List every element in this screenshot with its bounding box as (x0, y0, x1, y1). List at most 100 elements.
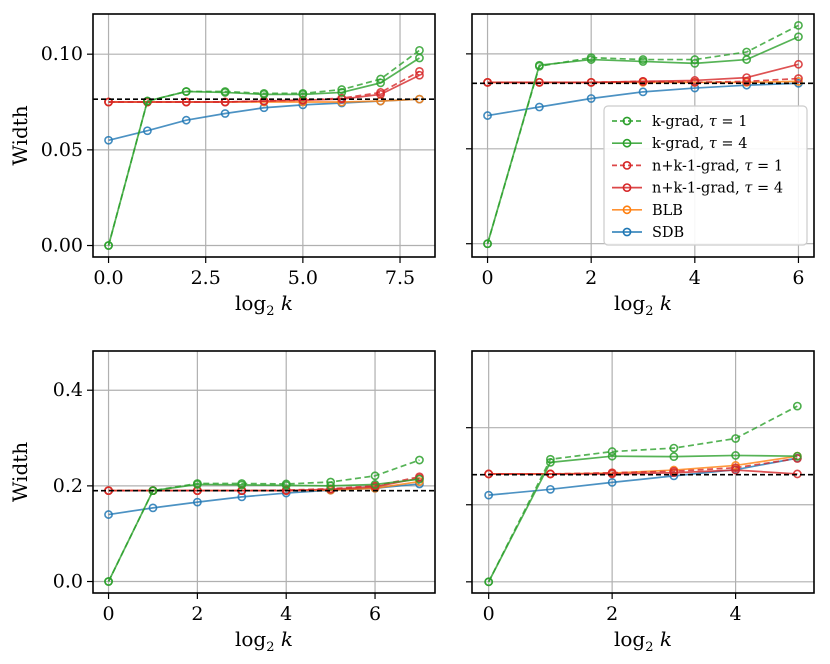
data-point-nk1grad-tau1 (534, 77, 544, 87)
legend-marker-blb (622, 205, 632, 215)
series-kgrad-tau1 (484, 401, 802, 587)
chart-panel-bottom-right: 0 2 4 log2 k (466, 350, 815, 655)
x-tick-label: 0 (483, 603, 495, 625)
data-point-sdb (483, 111, 492, 120)
legend-marker-nk1grad-tau4 (622, 183, 632, 192)
legend-entry-kgrad-tau4: k-grad, τ = 4 (612, 136, 747, 152)
data-point-nk1grad-tau1 (337, 93, 347, 103)
data-point-kgrad-tau1 (484, 577, 494, 587)
data-point-nk1grad-tau1 (181, 97, 191, 107)
plot-frame (92, 350, 436, 594)
legend-entry-kgrad-tau1: k-grad, τ = 1 (612, 114, 747, 130)
data-point-sdb (104, 135, 113, 145)
series-nk1grad-tau1 (483, 74, 803, 87)
plot-frame (471, 350, 815, 594)
data-point-nk1grad-tau1 (376, 88, 385, 97)
legend-marker-kgrad-tau4 (622, 138, 632, 148)
y-tick-label: 0.05 (41, 139, 83, 161)
data-point-kgrad-tau1 (237, 479, 247, 488)
data-point-sdb (104, 510, 113, 519)
data-point-kgrad-tau1 (638, 55, 648, 64)
y-tick-label: 0.4 (53, 379, 83, 401)
y-tick-label: 0.00 (41, 235, 83, 257)
x-tick-label: 6 (369, 603, 381, 625)
chart-panel-top-left: 0.0 2.5 5.0 7.5 0.00 0.05 0.10 log2 k Width (8, 13, 436, 319)
x-tick-label: 2.5 (191, 267, 221, 289)
legend-label-nk1grad-tau1: n+k-1-grad, τ = 1 (652, 158, 783, 174)
data-point-sdb (586, 94, 596, 103)
data-point-kgrad-tau1 (298, 89, 308, 98)
series-line-kgrad-tau1 (107, 49, 420, 246)
data-point-nk1grad-tau4 (794, 59, 803, 69)
data-point-kgrad-tau1 (690, 55, 700, 64)
data-point-kgrad-tau1 (792, 401, 802, 411)
legend-entry-nk1grad-tau1: n+k-1-grad, τ = 1 (612, 158, 783, 174)
legend-marker-nk1grad-tau1 (622, 160, 632, 170)
x-tick-label: 5.0 (288, 267, 318, 289)
legend-label-nk1grad-tau4: n+k-1-grad, τ = 4 (652, 181, 783, 197)
data-point-kgrad-tau1 (104, 241, 113, 250)
plot-area (93, 45, 435, 250)
series-line-kgrad-tau1 (486, 24, 799, 244)
data-point-kgrad-tau4 (792, 451, 802, 461)
data-point-sdb (148, 503, 158, 513)
data-point-sdb (484, 490, 494, 500)
series-sdb (484, 453, 802, 500)
x-axis-label: log2 k (235, 291, 293, 319)
data-point-kgrad-tau1 (415, 455, 424, 465)
data-point-kgrad-tau1 (181, 87, 191, 96)
chart-panel-top-right: 0 2 4 6 log2 k (466, 13, 815, 319)
y-tick-label: 0.2 (53, 475, 83, 497)
plot-frame (92, 13, 436, 258)
series-line-nk1grad-tau1 (487, 77, 799, 84)
data-point-kgrad-tau1 (607, 447, 617, 456)
series-line-kgrad-tau1 (487, 405, 798, 583)
legend-label-kgrad-tau4: k-grad, τ = 4 (652, 136, 747, 152)
data-point-kgrad-tau1 (546, 454, 555, 464)
data-point-nk1grad-tau1 (104, 97, 113, 107)
data-point-nk1grad-tau1 (607, 468, 617, 478)
data-point-nk1grad-tau1 (415, 67, 424, 76)
data-point-kgrad-tau1 (742, 47, 752, 57)
legend-entry-sdb: SDB (612, 225, 684, 241)
x-tick-label: 0 (481, 267, 493, 289)
data-point-nk1grad-tau1 (586, 77, 596, 87)
data-point-nk1grad-tau1 (731, 463, 740, 473)
legend-marker-kgrad-tau1 (622, 116, 632, 126)
data-point-kgrad-tau1 (220, 87, 230, 96)
data-point-kgrad-tau1 (326, 477, 336, 487)
series-line-nk1grad-tau4 (487, 63, 799, 84)
data-point-sdb (220, 109, 230, 118)
x-axis-label: log2 k (614, 291, 672, 319)
plot-area (472, 401, 814, 587)
data-point-nk1grad-tau1 (794, 74, 803, 83)
series-kgrad-tau4 (104, 53, 424, 250)
x-tick-label: 2 (585, 267, 597, 289)
series-line-kgrad-tau4 (107, 57, 420, 246)
legend-entry-nk1grad-tau4: n+k-1-grad, τ = 4 (612, 181, 783, 197)
data-point-sdb (181, 115, 191, 125)
y-tick-label: 0.0 (53, 571, 83, 593)
y-tick-label: 0.10 (41, 43, 83, 65)
x-tick-label: 7.5 (385, 267, 415, 289)
x-tick-label: 4 (280, 603, 292, 625)
legend-label-kgrad-tau1: k-grad, τ = 1 (652, 114, 747, 130)
chart-panel-bottom-left: 0 2 4 6 0.0 0.2 0.4 log2 k Width (8, 350, 436, 655)
x-tick-label: 0.0 (93, 267, 123, 289)
data-point-nk1grad-tau1 (638, 76, 648, 86)
x-tick-label: 2 (606, 603, 618, 625)
series-kgrad-tau1 (104, 455, 424, 586)
legend: k-grad, τ = 1 k-grad, τ = 4 n+k-1-grad, τ … (603, 105, 808, 246)
data-point-kgrad-tau1 (192, 479, 202, 488)
data-point-kgrad-tau1 (731, 434, 740, 443)
plot-area (93, 455, 435, 586)
data-point-kgrad-tau4 (669, 452, 679, 461)
legend-box (603, 105, 808, 246)
data-point-sdb (192, 497, 202, 507)
data-point-kgrad-tau1 (143, 96, 152, 106)
data-point-kgrad-tau1 (669, 443, 679, 453)
data-point-sdb (237, 492, 247, 502)
x-tick-label: 4 (730, 603, 742, 625)
series-line-nk1grad-tau1 (108, 70, 420, 103)
